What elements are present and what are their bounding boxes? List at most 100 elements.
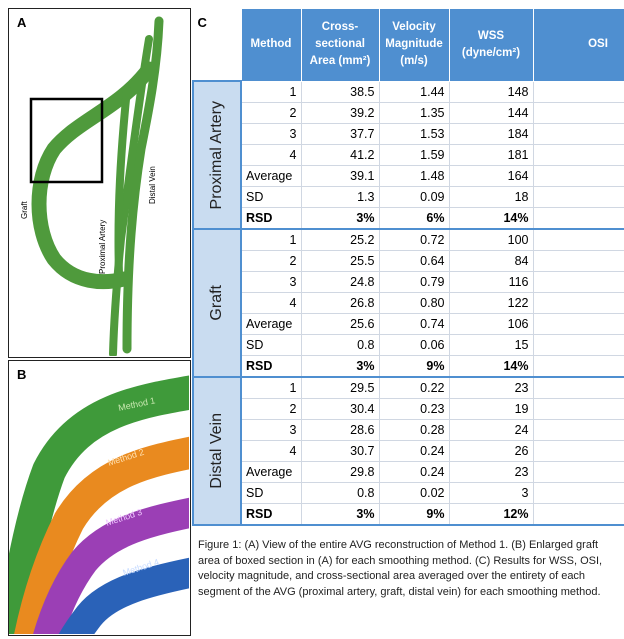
method-cell: SD [240, 481, 302, 504]
table-row: 426.80.801220.054 [193, 291, 624, 314]
column-header: Cross-sectional Area (mm²) [300, 8, 380, 82]
panel-label: B [17, 367, 26, 382]
value-cell: 0.054 [532, 291, 624, 314]
value-cell: 84 [448, 249, 534, 272]
panel-label: C [192, 8, 242, 82]
value-cell: 0.74 [378, 312, 450, 335]
table-row: Graft 125.20.721000.057 [192, 227, 624, 378]
value-cell: 0.057 [532, 228, 624, 251]
vessel-label: Distal Vein [148, 166, 157, 204]
results-table: C Method Cross-sectional Area (mm²) Velocit… [192, 8, 624, 526]
value-cell: 0.062 [532, 101, 624, 124]
method-cell: 3 [240, 270, 302, 293]
method-cell: RSD [240, 502, 302, 526]
value-cell: 30.7 [300, 439, 380, 462]
method-cell: 2 [240, 249, 302, 272]
value-cell: 0.046 [532, 80, 624, 103]
value-cell: 1.3 [300, 185, 380, 208]
value-cell: 0.09 [378, 185, 450, 208]
value-cell: 24.8 [300, 270, 380, 293]
value-cell: 19 [448, 397, 534, 420]
value-cell: 39.2 [300, 101, 380, 124]
value-cell: 0.8 [300, 333, 380, 356]
column-header: Velocity Magnitude (m/s) [378, 8, 450, 82]
value-cell: 25.2 [300, 228, 380, 251]
table-row: 328.60.28240.340 [193, 418, 624, 441]
value-cell: 0.054 [532, 312, 624, 335]
panel-c: C Method Cross-sectional Area (mm²) Velocit… [192, 8, 624, 530]
value-cell: 14% [448, 354, 534, 378]
method-cell: 2 [240, 397, 302, 420]
value-cell: 0.8 [300, 481, 380, 504]
value-cell: 0.72 [378, 228, 450, 251]
panel-b: B Method 1 Method 2 Method 3 Method 4 [0, 360, 216, 639]
value-cell: 0.375 [532, 376, 624, 399]
value-cell: 181 [448, 143, 534, 166]
method-cell: SD [240, 333, 302, 356]
value-cell: 23 [448, 460, 534, 483]
value-cell: 14% [448, 206, 534, 230]
value-cell: 23 [448, 376, 534, 399]
value-cell: 0.02 [378, 481, 450, 504]
value-cell: 0.24 [378, 460, 450, 483]
method-cell: 4 [240, 143, 302, 166]
group-cell: Graft [192, 227, 242, 378]
value-cell: 0.80 [378, 291, 450, 314]
panel-a-image: A Graft Proximal Artery Distal Vein [17, 15, 164, 358]
table-row: 441.21.591810.059 [193, 143, 624, 166]
method-cell: SD [240, 185, 302, 208]
value-cell: 0.22 [378, 376, 450, 399]
value-cell: 0.64 [378, 249, 450, 272]
value-cell: 3% [300, 502, 380, 526]
method-cell: Average [240, 164, 302, 187]
header-row: C Method Cross-sectional Area (mm²) Velocit… [192, 8, 624, 82]
vessel-label: Graft [20, 200, 29, 219]
panel-a: A Graft Proximal Artery Distal Vein [8, 8, 191, 358]
value-cell: 0.353 [532, 439, 624, 462]
value-cell: 116 [448, 270, 534, 293]
column-header: OSI [532, 8, 624, 82]
table-row: Proximal Artery 138.51.441480.046 [192, 80, 624, 230]
value-cell: 0.79 [378, 270, 450, 293]
value-cell: 106 [448, 312, 534, 335]
method-cell: 3 [240, 122, 302, 145]
table-row: 230.40.23190.344 [193, 397, 624, 420]
value-cell: 0.007 [532, 185, 624, 208]
value-cell: 3% [300, 206, 380, 230]
value-cell: 122 [448, 291, 534, 314]
value-cell: 0.28 [378, 418, 450, 441]
value-cell: 25.6 [300, 312, 380, 335]
value-cell: 28.6 [300, 418, 380, 441]
group-label: Graft [208, 284, 225, 321]
value-cell: 184 [448, 122, 534, 145]
value-cell: 3 [448, 481, 534, 504]
value-cell: 29.8 [300, 460, 380, 483]
value-cell: 144 [448, 101, 534, 124]
caption: Figure 1: (A) View of the entire AVG rec… [198, 539, 603, 598]
value-cell: 1.35 [378, 101, 450, 124]
method-cell: 2 [240, 101, 302, 124]
value-cell: 0.054 [532, 249, 624, 272]
method-cell: RSD [240, 354, 302, 378]
group-cell: Proximal Artery [192, 80, 242, 230]
box [29, 97, 104, 184]
panel-label: A [17, 15, 27, 30]
value-cell: 12% [448, 502, 534, 526]
table-row: 225.50.64840.054 [193, 249, 624, 272]
value-cell: 1.59 [378, 143, 450, 166]
value-cell: 2% [532, 354, 624, 378]
value-cell: 41.2 [300, 143, 380, 166]
bands [0, 374, 216, 639]
panel-b-image: B Method 1 Method 2 Method 3 Method 4 [0, 367, 216, 639]
table-row: 239.21.351440.062 [193, 101, 624, 124]
value-cell: 0.340 [532, 418, 624, 441]
table-row: SD0.80.06150.001 [193, 333, 624, 356]
value-cell: 15 [448, 333, 534, 356]
value-cell: 9% [378, 502, 450, 526]
